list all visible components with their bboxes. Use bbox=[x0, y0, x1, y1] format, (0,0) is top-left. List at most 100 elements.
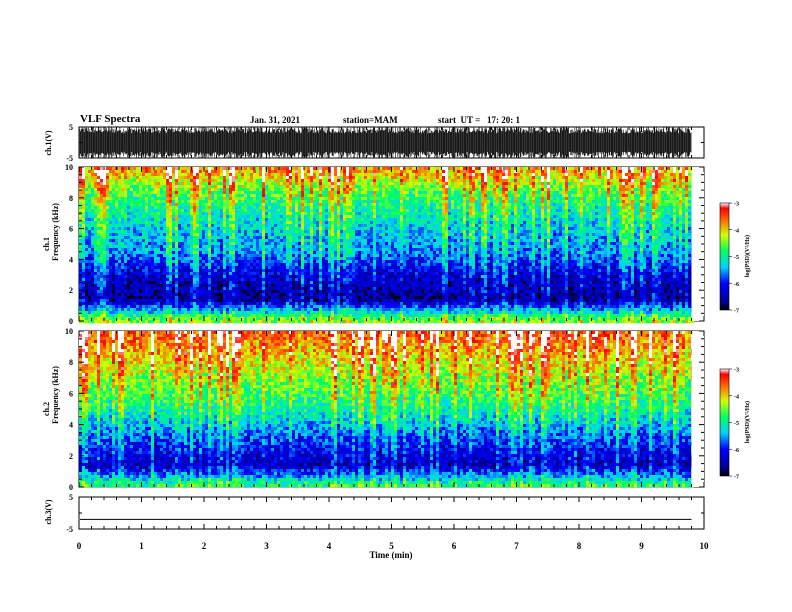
spectrogram-cell bbox=[268, 317, 272, 321]
spectrogram-cell bbox=[289, 311, 293, 315]
spectrogram-cell bbox=[100, 206, 104, 210]
spectrogram-cell bbox=[352, 191, 356, 195]
spectrogram-cell bbox=[112, 290, 116, 294]
spectrogram-cell bbox=[97, 221, 101, 225]
spectrogram-cell bbox=[307, 179, 311, 183]
spectrogram-cell bbox=[190, 221, 194, 225]
spectrogram-cell bbox=[220, 170, 224, 174]
spectrogram-cell bbox=[235, 296, 239, 300]
spectrogram-cell bbox=[112, 173, 116, 177]
spectrogram-cell bbox=[175, 170, 179, 174]
spectrogram-cell bbox=[361, 233, 365, 237]
spectrogram-cell bbox=[283, 236, 287, 240]
spectrogram-cell bbox=[187, 260, 191, 264]
spectrogram-cell bbox=[241, 314, 245, 318]
spectrogram-cell bbox=[229, 212, 233, 216]
spectrogram-cell bbox=[271, 224, 275, 228]
spectrogram-cell bbox=[346, 254, 350, 258]
spectrogram-cell bbox=[214, 257, 218, 261]
spectrogram-cell bbox=[166, 251, 170, 255]
spectrogram-cell bbox=[283, 311, 287, 315]
spectrogram-cell bbox=[361, 299, 365, 303]
spectrogram-cell bbox=[334, 299, 338, 303]
spectrogram-cell bbox=[115, 221, 119, 225]
spectrogram-cell bbox=[196, 203, 200, 207]
spectrogram-cell bbox=[340, 188, 344, 192]
spectrogram-cell bbox=[286, 296, 290, 300]
spectrogram-cell bbox=[247, 179, 251, 183]
spectrogram-cell bbox=[298, 272, 302, 276]
spectrogram-cell bbox=[82, 305, 86, 309]
spectrogram-cell bbox=[340, 290, 344, 294]
spectrogram-cell bbox=[175, 257, 179, 261]
spectrogram-cell bbox=[325, 248, 329, 252]
spectrogram-cell bbox=[319, 185, 323, 189]
spectrogram-cell bbox=[328, 227, 332, 231]
spectrogram-cell bbox=[292, 278, 296, 282]
spectrogram-cell bbox=[103, 299, 107, 303]
spectrogram-cell bbox=[307, 194, 311, 198]
spectrogram-cell bbox=[175, 200, 179, 204]
spectrogram-cell bbox=[181, 206, 185, 210]
spectrogram-cell bbox=[220, 257, 224, 261]
spectrogram-cell bbox=[235, 194, 239, 198]
spectrogram-cell bbox=[352, 287, 356, 291]
spectrogram-cell bbox=[127, 287, 131, 291]
spectrogram-cell bbox=[271, 188, 275, 192]
spectrogram-cell bbox=[343, 215, 347, 219]
spectrogram-cell bbox=[169, 248, 173, 252]
spectrogram-cell bbox=[82, 173, 86, 177]
spectrogram-cell bbox=[208, 251, 212, 255]
spectrogram-cell bbox=[166, 200, 170, 204]
spectrogram-cell bbox=[232, 167, 236, 171]
spectrogram-cell bbox=[280, 257, 284, 261]
spectrogram-cell bbox=[193, 236, 197, 240]
spectrogram-cell bbox=[88, 200, 92, 204]
spectrogram-cell bbox=[331, 191, 335, 195]
spectrogram-cell bbox=[118, 278, 122, 282]
spectrogram-cell bbox=[307, 212, 311, 216]
spectrogram-cell bbox=[355, 239, 359, 243]
spectrogram-cell bbox=[265, 296, 269, 300]
spectrogram-cell bbox=[208, 215, 212, 219]
spectrogram-cell bbox=[106, 290, 110, 294]
spectrogram-cell bbox=[274, 260, 278, 264]
spectrogram-cell bbox=[259, 239, 263, 243]
spectrogram-cell bbox=[136, 218, 140, 222]
spectrogram-cell bbox=[268, 287, 272, 291]
spectrogram-cell bbox=[127, 206, 131, 210]
spectrogram-cell bbox=[202, 266, 206, 270]
spectrogram-cell bbox=[358, 176, 362, 180]
spectrogram-cell bbox=[154, 317, 158, 321]
spectrogram-cell bbox=[166, 317, 170, 321]
spectrogram-cell bbox=[106, 269, 110, 273]
spectrogram-cell bbox=[172, 275, 176, 279]
spectrogram-cell bbox=[82, 194, 86, 198]
spectrogram-cell bbox=[196, 257, 200, 261]
spectrogram-cell bbox=[274, 188, 278, 192]
spectrogram-cell bbox=[286, 185, 290, 189]
spectrogram-cell bbox=[343, 173, 347, 177]
spectrogram-cell bbox=[364, 311, 368, 315]
spectrogram-cell bbox=[277, 218, 281, 222]
spectrogram-cell bbox=[283, 230, 287, 234]
spectrogram-cell bbox=[274, 239, 278, 243]
spectrogram-cell bbox=[109, 197, 113, 201]
spectrogram-cell bbox=[172, 242, 176, 246]
spectrogram-cell bbox=[244, 224, 248, 228]
spectrogram-cell bbox=[226, 245, 230, 249]
spectrogram-cell bbox=[241, 275, 245, 279]
spectrogram-cell bbox=[235, 221, 239, 225]
spectrogram-cell bbox=[169, 212, 173, 216]
spectrogram-cell bbox=[112, 245, 116, 249]
spectrogram-cell bbox=[220, 167, 224, 171]
spectrogram-cell bbox=[250, 251, 254, 255]
spectrogram-cell bbox=[178, 299, 182, 303]
spectrogram-cell bbox=[289, 293, 293, 297]
spectrogram-cell bbox=[277, 266, 281, 270]
spectrogram-cell bbox=[82, 290, 86, 294]
spectrogram-cell bbox=[199, 176, 203, 180]
spectrogram-cell bbox=[331, 305, 335, 309]
spectrogram-cell bbox=[127, 245, 131, 249]
spectrogram-cell bbox=[112, 185, 116, 189]
